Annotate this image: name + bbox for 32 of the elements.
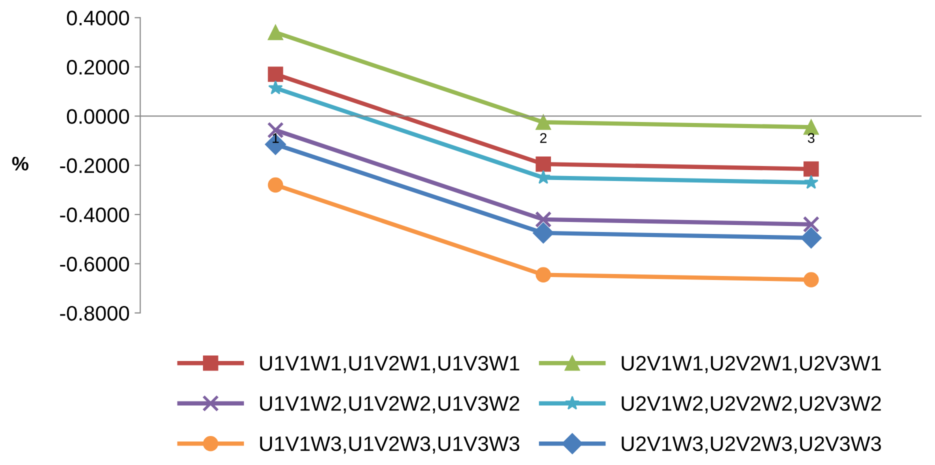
legend-label: U1V1W2,U1V2W2,U1V3W2: [260, 396, 520, 414]
y-tick-label: 0.4000: [66, 10, 130, 26]
point: [268, 80, 283, 94]
point: [536, 114, 551, 130]
point: [268, 177, 284, 193]
legend-label: U2V1W3,U2V2W3,U2V3W3: [622, 436, 881, 454]
legend-label: U1V1W1,U1V2W1,U1V3W1: [260, 356, 520, 374]
point: [536, 156, 551, 172]
point: [535, 211, 552, 228]
legend-label: U2V1W2,U2V2W2,U2V3W2: [622, 396, 881, 414]
y-tick-label: -0.6000: [60, 256, 130, 272]
point: [804, 272, 819, 288]
point: [804, 174, 818, 189]
point: [268, 24, 284, 40]
point: [800, 227, 822, 248]
point: [532, 222, 554, 244]
x-tick-label: 3: [808, 133, 814, 143]
y-tick-label: -0.8000: [60, 306, 130, 321]
point: [802, 216, 820, 233]
y-tick-label: -0.2000: [60, 158, 130, 174]
point: [268, 66, 284, 82]
point: [804, 120, 819, 135]
y-axis-title: %: [12, 156, 28, 170]
x-tick-label: 1: [272, 133, 279, 143]
legend-label: U1V1W3,U1V2W3,U1V3W3: [260, 436, 520, 454]
point: [804, 161, 819, 177]
x-tick-label: 2: [540, 133, 546, 143]
y-tick-label: 0.0000: [66, 109, 130, 124]
legend-label: U2V1W1,U2V2W1,U2V3W1: [622, 356, 881, 374]
y-tick-label: -0.4000: [60, 208, 130, 222]
point: [536, 267, 551, 282]
y-tick-label: 0.2000: [66, 60, 130, 75]
